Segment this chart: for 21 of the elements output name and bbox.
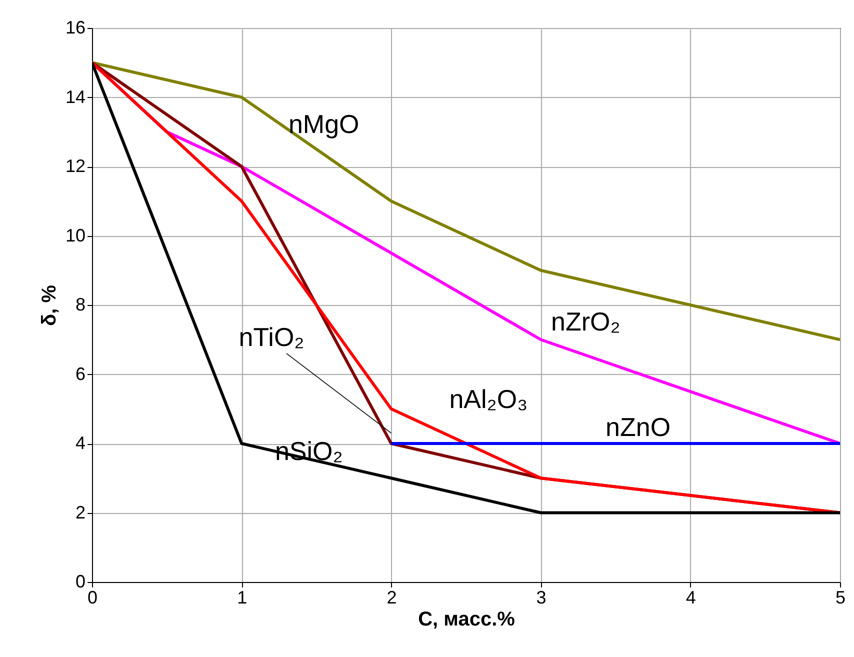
series-label: nTiO₂	[238, 322, 304, 352]
y-tick-label: 10	[65, 225, 86, 246]
y-tick-label: 0	[75, 572, 86, 592]
y-tick-label: 14	[65, 86, 86, 107]
series-label: nAl₂O₃	[449, 384, 528, 414]
y-tick-label: 6	[75, 364, 86, 384]
y-tick-label: 8	[75, 294, 86, 314]
x-axis-title: C, масс.%	[418, 608, 516, 630]
x-tick-label: 1	[237, 588, 248, 608]
y-tick-label: 4	[75, 433, 86, 453]
y-tick-label: 16	[65, 18, 86, 38]
series-label: nZnO	[606, 412, 671, 442]
y-axis-title: δ, %	[38, 284, 60, 326]
x-tick-label: 5	[835, 588, 846, 608]
x-tick-label: 4	[686, 588, 696, 608]
y-tick-label: 2	[75, 502, 86, 522]
x-tick-label: 3	[536, 588, 546, 608]
series-label: nMgO	[288, 108, 360, 139]
x-tick-label: 2	[386, 588, 397, 608]
y-tick-label: 12	[65, 156, 86, 176]
series-label: nZrO₂	[551, 306, 620, 336]
